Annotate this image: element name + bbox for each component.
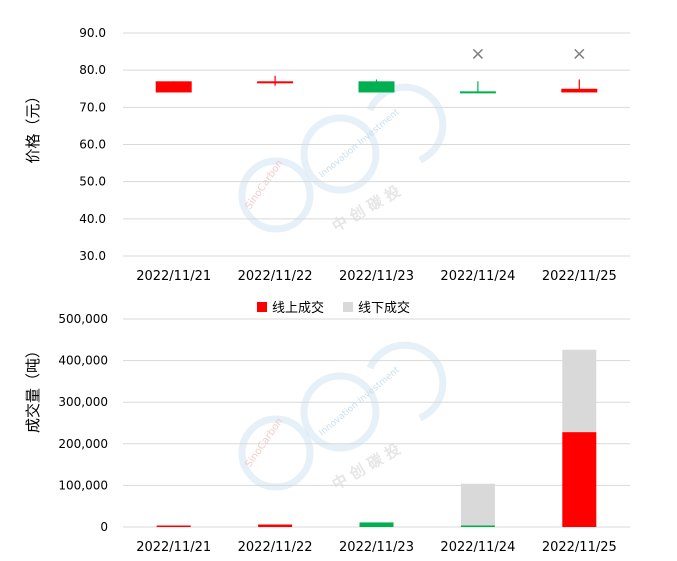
price-x-tick: 2022/11/25 bbox=[542, 269, 617, 284]
volume-y-tick: 500,000 bbox=[58, 312, 108, 326]
price-marker: × bbox=[470, 43, 485, 64]
volume-bar-online bbox=[156, 525, 191, 527]
volume-bar-online bbox=[460, 525, 495, 527]
price-gridlines bbox=[123, 32, 630, 257]
volume-x-tick: 2022/11/22 bbox=[238, 540, 313, 555]
volume-bar-online bbox=[258, 524, 293, 527]
volume-y-tick: 200,000 bbox=[58, 437, 108, 451]
price-y-tick: 80.0 bbox=[79, 63, 106, 77]
volume-y-tick: 300,000 bbox=[58, 395, 108, 409]
price-y-tick-labels: 30.0 40.0 50.0 60.0 70.0 80.0 90.0 bbox=[79, 26, 106, 263]
volume-bar-online bbox=[359, 522, 394, 527]
watermark-ring bbox=[238, 415, 314, 491]
watermark-ring bbox=[366, 341, 447, 422]
legend-label-online: 线上成交 bbox=[272, 300, 324, 316]
volume-x-tick: 2022/11/25 bbox=[542, 540, 617, 555]
volume-legend: 线上成交 线下成交 bbox=[257, 300, 410, 316]
volume-chart: 线上成交 线下成交 0 100,000 200,000 300,000 400,000 50… bbox=[24, 300, 630, 555]
legend-label-offline: 线下成交 bbox=[358, 300, 410, 316]
candle-body bbox=[155, 81, 192, 93]
price-y-tick: 50.0 bbox=[79, 175, 106, 189]
legend-swatch-offline bbox=[343, 302, 353, 312]
candle-body bbox=[561, 88, 598, 93]
volume-x-tick-labels: 2022/11/21 2022/11/22 2022/11/23 2022/11/24… bbox=[136, 540, 617, 555]
legend-swatch-online bbox=[257, 302, 267, 312]
volume-y-tick-labels: 0 100,000 200,000 300,000 400,000 500,000 bbox=[58, 312, 108, 534]
watermark-ring bbox=[300, 114, 380, 194]
price-markers: × × bbox=[470, 43, 586, 64]
price-x-tick: 2022/11/24 bbox=[440, 269, 515, 284]
volume-x-tick: 2022/11/23 bbox=[339, 540, 414, 555]
volume-bars bbox=[156, 349, 597, 527]
price-x-tick: 2022/11/23 bbox=[339, 269, 414, 284]
volume-y-tick: 0 bbox=[100, 520, 108, 534]
price-x-tick: 2022/11/22 bbox=[238, 269, 313, 284]
volume-x-tick: 2022/11/21 bbox=[136, 540, 211, 555]
volume-y-axis-label: 成交量（吨） bbox=[24, 343, 42, 433]
price-y-tick: 30.0 bbox=[79, 249, 106, 263]
price-y-tick: 60.0 bbox=[79, 138, 106, 152]
volume-bar-offline bbox=[460, 483, 495, 527]
volume-y-tick: 400,000 bbox=[58, 354, 108, 368]
price-y-tick: 70.0 bbox=[79, 100, 106, 114]
volume-y-tick: 100,000 bbox=[58, 478, 108, 492]
price-x-tick-labels: 2022/11/21 2022/11/22 2022/11/23 2022/11/24… bbox=[136, 269, 617, 284]
candle-body bbox=[257, 81, 294, 84]
price-y-axis-label: 价格（元） bbox=[24, 88, 42, 163]
volume-bar-offline bbox=[562, 349, 597, 433]
price-marker: × bbox=[572, 43, 587, 64]
price-y-tick: 40.0 bbox=[79, 212, 106, 226]
volume-gridlines bbox=[123, 318, 630, 528]
price-candles bbox=[155, 75, 598, 94]
price-y-tick: 90.0 bbox=[79, 26, 106, 40]
price-chart: 30.040.050.060.070.080.090.0 2022/11/21 2… bbox=[24, 26, 630, 284]
price-x-tick: 2022/11/21 bbox=[136, 269, 211, 284]
watermark-ring bbox=[366, 83, 447, 164]
volume-x-tick: 2022/11/24 bbox=[440, 540, 515, 555]
candle-body bbox=[459, 91, 496, 94]
volume-bar-online bbox=[562, 432, 597, 527]
watermark-ring bbox=[300, 372, 380, 452]
candle-body bbox=[358, 81, 395, 93]
watermark-ring bbox=[238, 157, 314, 233]
